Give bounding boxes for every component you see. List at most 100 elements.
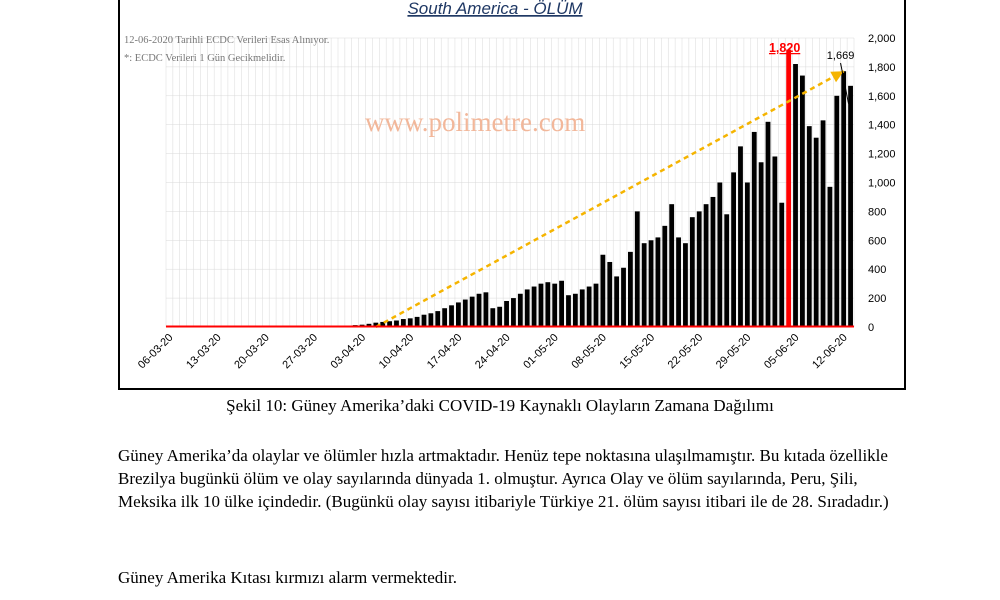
bar bbox=[779, 202, 785, 327]
bar bbox=[841, 71, 847, 327]
bar bbox=[717, 182, 723, 327]
y-axis: 2,000 1,800 1,600 1,400 1,200 1,000 800 600 400 2… bbox=[868, 33, 896, 334]
bar bbox=[586, 286, 592, 327]
x-tick-label: 08-05-20 bbox=[569, 332, 609, 372]
y-tick-label: 1,400 bbox=[868, 120, 896, 132]
y-tick-label: 1,600 bbox=[868, 91, 896, 103]
y-tick-label: 1,800 bbox=[868, 62, 896, 74]
watermark-text: www.polimetre.com bbox=[365, 107, 585, 137]
bar bbox=[545, 282, 551, 327]
chart-note-delay: *: ECDC Verileri 1 Gün Gecikmelidir. bbox=[124, 53, 285, 64]
bar bbox=[572, 293, 578, 327]
bar bbox=[380, 321, 386, 327]
x-tick-label: 01-05-20 bbox=[521, 332, 561, 372]
y-tick-label: 400 bbox=[868, 264, 886, 276]
bar bbox=[435, 311, 441, 327]
bar bbox=[407, 318, 413, 327]
y-tick-label: 1,000 bbox=[868, 178, 896, 190]
bar bbox=[827, 186, 833, 327]
last-value-pointer bbox=[840, 62, 850, 104]
x-tick-label: 06-03-20 bbox=[136, 332, 176, 372]
bar-peak bbox=[786, 49, 792, 328]
bar bbox=[689, 217, 695, 327]
y-tick-label: 600 bbox=[868, 235, 886, 247]
bar bbox=[559, 280, 565, 327]
bar bbox=[696, 211, 702, 327]
bar bbox=[531, 286, 537, 327]
body-paragraph-2: Güney Amerika Kıtası kırmızı alarm verme… bbox=[118, 568, 457, 587]
bar bbox=[848, 85, 853, 327]
bar bbox=[593, 283, 599, 327]
bar bbox=[655, 237, 661, 327]
bar bbox=[669, 204, 675, 327]
bar bbox=[428, 313, 434, 327]
bar bbox=[490, 308, 496, 327]
bar bbox=[751, 131, 757, 327]
bar bbox=[765, 121, 771, 327]
x-tick-label: 24-04-20 bbox=[473, 332, 513, 372]
x-tick-label: 20-03-20 bbox=[232, 332, 272, 372]
bar bbox=[483, 292, 489, 327]
figure-caption: Şekil 10: Güney Amerika’daki COVID-19 Ka… bbox=[226, 396, 774, 415]
x-tick-label: 12-06-20 bbox=[810, 332, 850, 372]
bar bbox=[738, 146, 743, 327]
bar bbox=[772, 156, 778, 327]
chart-frame: www.polimetre.com South America - ÖLÜM 1… bbox=[118, 0, 906, 390]
x-tick-label: 10-04-20 bbox=[377, 332, 417, 372]
last-value-label: 1,669 bbox=[827, 50, 855, 62]
bar bbox=[504, 300, 509, 327]
x-tick-label: 13-03-20 bbox=[184, 332, 224, 372]
bar bbox=[648, 240, 654, 327]
bar bbox=[400, 319, 406, 327]
bar bbox=[469, 296, 475, 327]
bar bbox=[662, 225, 668, 327]
x-tick-label: 17-04-20 bbox=[425, 332, 465, 372]
bar bbox=[676, 237, 681, 327]
bar bbox=[731, 172, 737, 327]
trend-arrow bbox=[830, 71, 844, 83]
x-tick-label: 03-04-20 bbox=[329, 332, 369, 372]
bar bbox=[517, 293, 523, 327]
chart: www.polimetre.com South America - ÖLÜM 1… bbox=[124, 0, 896, 372]
bar bbox=[552, 283, 558, 327]
bar bbox=[600, 254, 606, 327]
bar bbox=[497, 306, 503, 327]
bar bbox=[366, 323, 372, 327]
bar bbox=[607, 261, 613, 327]
bar bbox=[455, 302, 461, 327]
bar bbox=[799, 75, 805, 327]
bar bbox=[614, 276, 620, 327]
bar bbox=[627, 251, 633, 327]
x-tick-label: 27-03-20 bbox=[280, 332, 320, 372]
bar bbox=[703, 204, 709, 327]
bar bbox=[834, 95, 840, 327]
bars bbox=[311, 49, 853, 328]
bar bbox=[683, 243, 688, 327]
bar bbox=[566, 295, 571, 327]
bar bbox=[641, 243, 647, 327]
bar bbox=[421, 314, 427, 327]
bar bbox=[414, 316, 420, 327]
x-tick-label: 05-06-20 bbox=[762, 332, 802, 372]
bar bbox=[511, 298, 516, 327]
bar bbox=[806, 126, 812, 327]
body-paragraph-1: Güney Amerika’da olaylar ve ölümler hızl… bbox=[118, 446, 889, 511]
bar bbox=[579, 289, 585, 327]
x-tick-label: 15-05-20 bbox=[618, 332, 658, 372]
bar bbox=[373, 322, 379, 327]
bar bbox=[394, 320, 399, 327]
y-tick-label: 1,200 bbox=[868, 149, 896, 161]
bar bbox=[621, 267, 626, 327]
y-tick-label: 800 bbox=[868, 206, 886, 218]
y-tick-label: 0 bbox=[868, 322, 874, 334]
bar bbox=[813, 137, 819, 327]
bar bbox=[793, 64, 798, 327]
bar bbox=[634, 211, 640, 327]
bar bbox=[758, 162, 764, 327]
bar bbox=[524, 289, 530, 327]
chart-title: South America - ÖLÜM bbox=[407, 0, 583, 18]
trend-line bbox=[375, 70, 845, 329]
bar bbox=[744, 182, 750, 327]
x-tick-label: 29-05-20 bbox=[714, 332, 754, 372]
gridlines bbox=[165, 37, 855, 328]
